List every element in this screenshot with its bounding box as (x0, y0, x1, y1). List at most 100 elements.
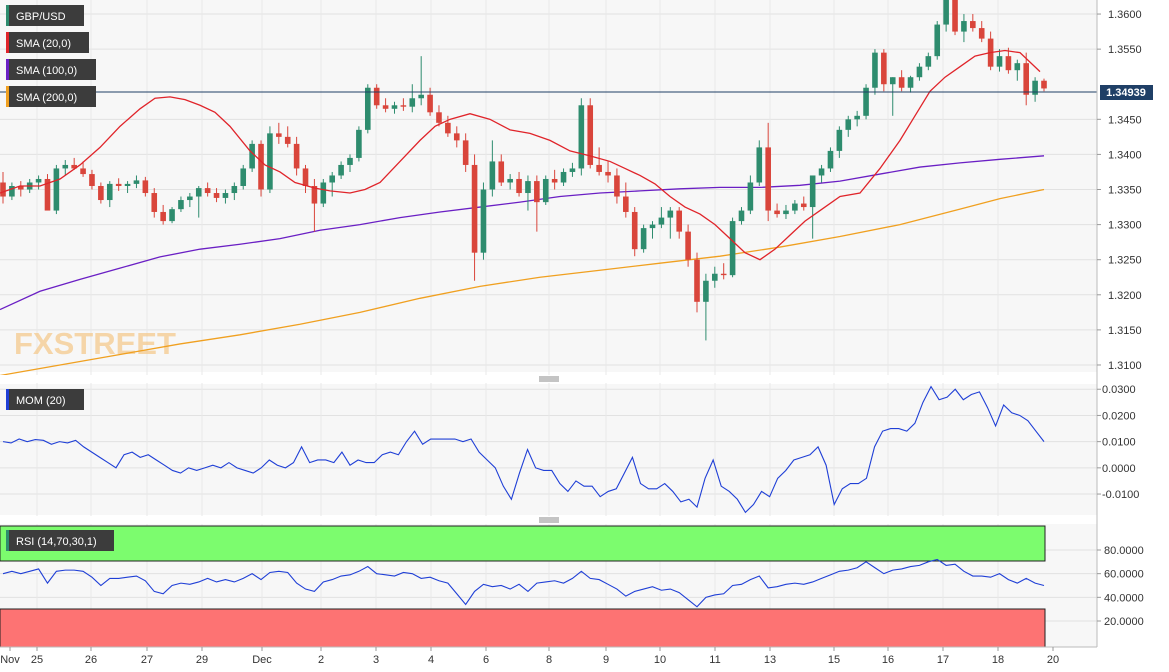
candle-body (765, 147, 771, 211)
candle-body (151, 193, 158, 212)
candle-body (667, 210, 674, 218)
candle-body (124, 183, 131, 186)
price-tick-label: 1.3400 (1108, 149, 1142, 161)
candle-body (703, 280, 709, 302)
rsi-tick-label: 60.0000 (1104, 569, 1144, 581)
candle-body (889, 77, 896, 85)
candle-body (925, 56, 932, 67)
legend-gbpusd-label: GBP/USD (16, 11, 66, 23)
legend-rsi-label: RSI (14,70,30,1) (16, 536, 97, 548)
legend-sma100[interactable]: SMA (100,0) (6, 59, 96, 80)
legend-mom[interactable]: MOM (20) (6, 389, 84, 410)
price-tick-label: 1.3300 (1108, 220, 1142, 232)
candle-body (391, 105, 398, 109)
time-tick-label: 4 (428, 654, 434, 666)
candle-body (809, 175, 816, 208)
candle-body (249, 143, 255, 169)
candle-body (62, 164, 69, 169)
candle-body (329, 175, 336, 183)
candle-body (382, 105, 389, 109)
candle-body (676, 210, 683, 232)
candle-body (854, 115, 860, 120)
candle-body (276, 133, 282, 137)
price-tick-label: 1.3250 (1108, 255, 1142, 267)
candle-body (35, 178, 42, 183)
legend-gbpusd[interactable]: GBP/USD (6, 5, 84, 26)
candle-body (160, 211, 166, 222)
rsi-overbought-zone (0, 525, 1046, 562)
candle-body (284, 136, 291, 144)
candle-body (71, 164, 77, 169)
candle-body (756, 147, 763, 183)
candle-body (872, 52, 878, 88)
candle-body (818, 168, 825, 176)
rsi-tick-label: 40.0000 (1104, 592, 1144, 604)
candle-body (711, 273, 718, 281)
time-tick-label: 11 (709, 654, 720, 666)
candle-body (578, 105, 585, 169)
candle-body (293, 143, 300, 169)
price-tick-label: 1.3150 (1108, 325, 1142, 337)
legend-sma20-label: SMA (20,0) (16, 38, 71, 50)
price-tick-label: 1.3350 (1108, 185, 1142, 197)
candle-body (1041, 80, 1047, 89)
candle-body (418, 94, 424, 99)
candle-body (560, 171, 567, 183)
time-tick-label: 16 (882, 654, 894, 666)
time-tick-label: 6 (483, 654, 489, 666)
time-tick-label: 3 (373, 654, 379, 666)
candle-body (551, 178, 558, 183)
time-tick-label: 27 (141, 654, 153, 666)
mom-tick-label: 0.0000 (1102, 463, 1136, 475)
candle-body (89, 174, 95, 186)
candle-body (409, 98, 416, 107)
legend-sma200[interactable]: SMA (200,0) (6, 86, 96, 107)
fxstreet-watermark: FXSTREET (14, 326, 176, 361)
rsi-line (2, 558, 1045, 608)
candle-body (17, 186, 24, 190)
time-tick-label: Nov (0, 654, 20, 666)
mom-tick-label: 0.0200 (1102, 410, 1136, 422)
candle-body (356, 129, 362, 158)
candle-body (445, 122, 451, 134)
candle-body (542, 178, 549, 203)
price-tick-label: 1.3450 (1108, 114, 1142, 126)
panel-splitter-2[interactable] (0, 516, 1097, 524)
legend-sma20[interactable]: SMA (20,0) (6, 32, 89, 53)
legend-sma100-label: SMA (100,0) (16, 65, 77, 77)
candle-body (98, 186, 104, 201)
candle-body (614, 175, 620, 197)
candle-body (783, 210, 789, 215)
sma200-line (0, 188, 1045, 377)
sma100-line (0, 155, 1045, 311)
candle-body (115, 183, 122, 186)
candle-body (827, 150, 834, 169)
candle-body (320, 182, 327, 204)
last-price-label: 1.34939 (1106, 87, 1146, 99)
candle-body (774, 210, 780, 215)
panel-splitter-1[interactable] (0, 375, 1097, 383)
candle-body (658, 217, 665, 225)
candle-body (1014, 63, 1021, 71)
candle-body (347, 157, 353, 165)
candle-body (836, 129, 843, 151)
candle-body (142, 180, 149, 194)
candle-body (302, 168, 309, 186)
candle-body (569, 168, 576, 172)
candle-body (364, 87, 371, 130)
candle-body (311, 186, 318, 204)
candle-body (534, 181, 540, 203)
candle-body (231, 186, 238, 194)
time-tick-label: 2 (318, 654, 324, 666)
candle-body (480, 189, 487, 253)
candle-body (596, 164, 602, 172)
candle-body (845, 119, 852, 130)
candle-body (640, 228, 647, 250)
candle-body (952, 0, 958, 32)
candle-body (204, 188, 211, 194)
legend-rsi[interactable]: RSI (14,70,30,1) (6, 530, 114, 551)
candle-body (996, 56, 1003, 67)
price-tick-label: 1.3550 (1108, 44, 1142, 56)
candle-body (258, 143, 264, 190)
candle-body (462, 140, 469, 165)
